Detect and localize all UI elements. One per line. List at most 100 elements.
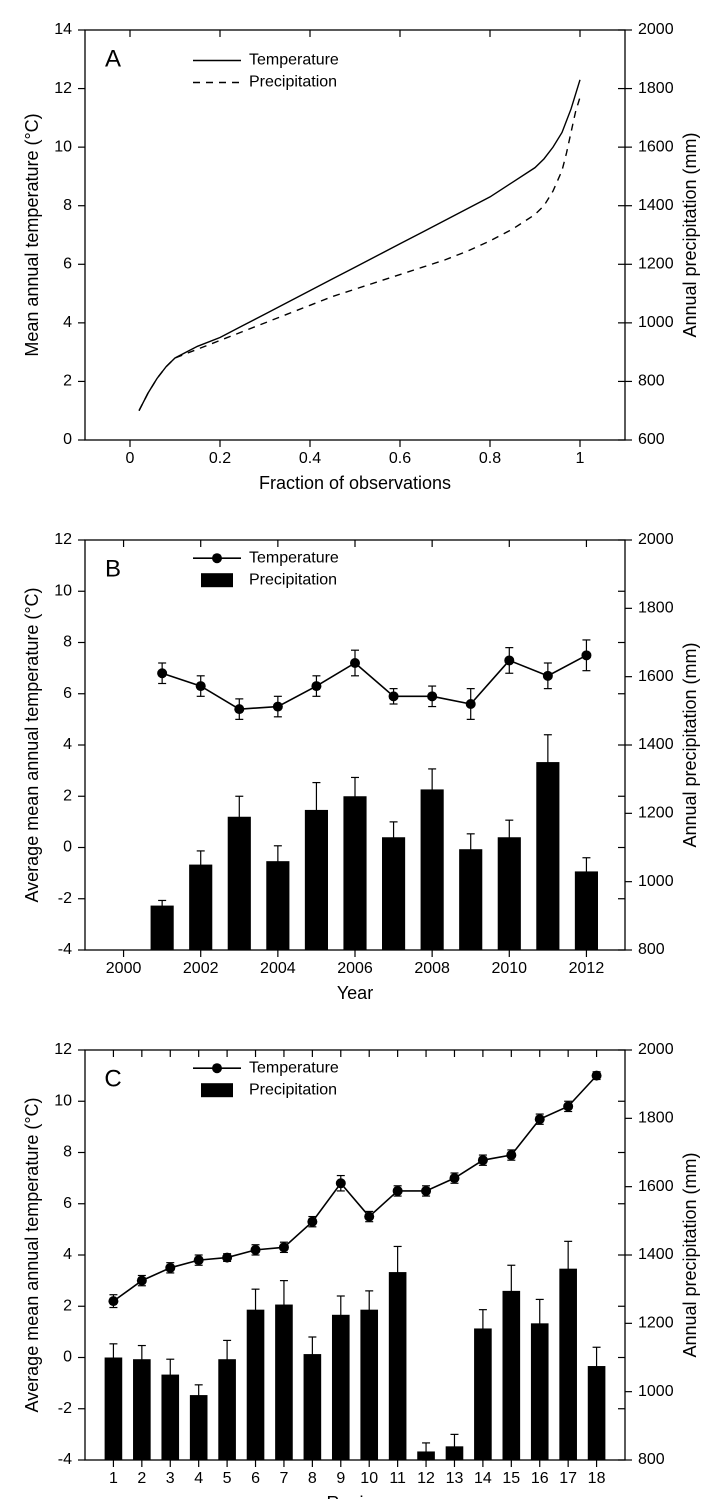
svg-text:11: 11	[389, 1470, 406, 1487]
svg-text:1600: 1600	[638, 138, 674, 155]
temperature-line	[113, 1076, 596, 1302]
svg-text:10: 10	[360, 1470, 378, 1487]
svg-text:10: 10	[54, 138, 72, 155]
temperature-marker	[389, 691, 399, 701]
svg-text:2004: 2004	[260, 960, 296, 977]
svg-text:1200: 1200	[638, 256, 674, 273]
svg-text:-4: -4	[58, 1451, 72, 1468]
temperature-marker	[350, 658, 360, 668]
svg-text:1000: 1000	[638, 314, 674, 331]
svg-text:0.2: 0.2	[209, 450, 231, 467]
panel-b: 2000200220042006200820102012Year-4-20246…	[22, 531, 700, 1003]
svg-text:2000: 2000	[638, 1041, 674, 1058]
precip-bar	[382, 837, 405, 950]
svg-text:1800: 1800	[638, 600, 674, 617]
precip-bar	[133, 1359, 151, 1460]
svg-text:2: 2	[63, 787, 72, 804]
svg-text:Region: Region	[326, 1493, 383, 1499]
precip-bar	[332, 1315, 350, 1460]
svg-text:4: 4	[63, 1246, 72, 1263]
precip-bar	[474, 1328, 492, 1460]
svg-text:6: 6	[63, 256, 72, 273]
svg-text:8: 8	[63, 634, 72, 651]
svg-text:B: B	[105, 555, 121, 582]
precip-bar	[389, 1272, 407, 1460]
svg-text:Average mean annual temperatur: Average mean annual temperature (°C)	[22, 587, 42, 902]
temperature-marker	[311, 681, 321, 691]
precip-bar	[343, 796, 366, 950]
temperature-marker	[421, 1186, 431, 1196]
svg-text:2008: 2008	[414, 960, 450, 977]
precip-bar	[247, 1310, 265, 1460]
temperature-marker	[234, 704, 244, 714]
svg-text:C: C	[104, 1065, 121, 1092]
temperature-marker	[273, 702, 283, 712]
svg-text:0.6: 0.6	[389, 450, 411, 467]
svg-text:2000: 2000	[638, 531, 674, 548]
svg-text:12: 12	[54, 80, 72, 97]
svg-text:1600: 1600	[638, 668, 674, 685]
svg-text:0: 0	[63, 1349, 72, 1366]
svg-text:2000: 2000	[638, 21, 674, 38]
svg-text:6: 6	[63, 685, 72, 702]
svg-text:1200: 1200	[638, 805, 674, 822]
precip-bar	[360, 1310, 378, 1460]
panel-c: 123456789101112131415161718Region-4-2024…	[22, 1041, 700, 1499]
svg-text:6: 6	[251, 1470, 260, 1487]
figure-svg: 00.20.40.60.81Fraction of observations02…	[0, 0, 716, 1499]
temperature-marker	[307, 1217, 317, 1227]
temperature-marker	[543, 671, 553, 681]
svg-text:14: 14	[54, 21, 72, 38]
svg-text:2: 2	[137, 1470, 146, 1487]
svg-text:0: 0	[63, 431, 72, 448]
temperature-marker	[165, 1263, 175, 1273]
svg-text:800: 800	[638, 373, 665, 390]
svg-text:0: 0	[63, 839, 72, 856]
precip-bar	[536, 762, 559, 950]
temperature-line	[139, 80, 580, 411]
svg-text:0.4: 0.4	[299, 450, 321, 467]
panel-label-a: A	[105, 45, 121, 72]
svg-text:-2: -2	[58, 890, 72, 907]
svg-text:800: 800	[638, 1451, 665, 1468]
svg-text:10: 10	[54, 582, 72, 599]
svg-text:9: 9	[336, 1470, 345, 1487]
precip-bar	[421, 789, 444, 950]
svg-text:1: 1	[109, 1470, 118, 1487]
svg-text:10: 10	[54, 1092, 72, 1109]
svg-text:13: 13	[446, 1470, 464, 1487]
temperature-marker	[196, 681, 206, 691]
svg-text:7: 7	[279, 1470, 288, 1487]
svg-text:1800: 1800	[638, 80, 674, 97]
svg-text:12: 12	[54, 531, 72, 548]
svg-text:Mean annual temperature (°C): Mean annual temperature (°C)	[22, 113, 42, 356]
svg-text:2000: 2000	[106, 960, 142, 977]
temperature-marker	[506, 1150, 516, 1160]
svg-text:2: 2	[63, 373, 72, 390]
svg-text:12: 12	[417, 1470, 435, 1487]
svg-text:0: 0	[126, 450, 135, 467]
svg-text:6: 6	[63, 1195, 72, 1212]
temperature-marker	[222, 1253, 232, 1263]
svg-text:-4: -4	[58, 941, 72, 958]
svg-text:Precipitation: Precipitation	[249, 1081, 337, 1098]
temperature-marker	[504, 655, 514, 665]
svg-text:1000: 1000	[638, 873, 674, 890]
svg-text:1400: 1400	[638, 736, 674, 753]
svg-text:800: 800	[638, 941, 665, 958]
svg-text:16: 16	[531, 1470, 549, 1487]
svg-text:17: 17	[559, 1470, 577, 1487]
temperature-marker	[364, 1212, 374, 1222]
temperature-marker	[251, 1245, 261, 1255]
precip-bar	[559, 1269, 577, 1460]
temperature-marker	[157, 668, 167, 678]
svg-text:2012: 2012	[569, 960, 605, 977]
svg-text:1000: 1000	[638, 1383, 674, 1400]
temperature-marker	[466, 699, 476, 709]
svg-text:4: 4	[63, 736, 72, 753]
panel-a: 00.20.40.60.81Fraction of observations02…	[22, 21, 700, 493]
temperature-marker	[478, 1155, 488, 1165]
svg-text:8: 8	[63, 1144, 72, 1161]
temperature-marker	[336, 1178, 346, 1188]
svg-text:1200: 1200	[638, 1315, 674, 1332]
